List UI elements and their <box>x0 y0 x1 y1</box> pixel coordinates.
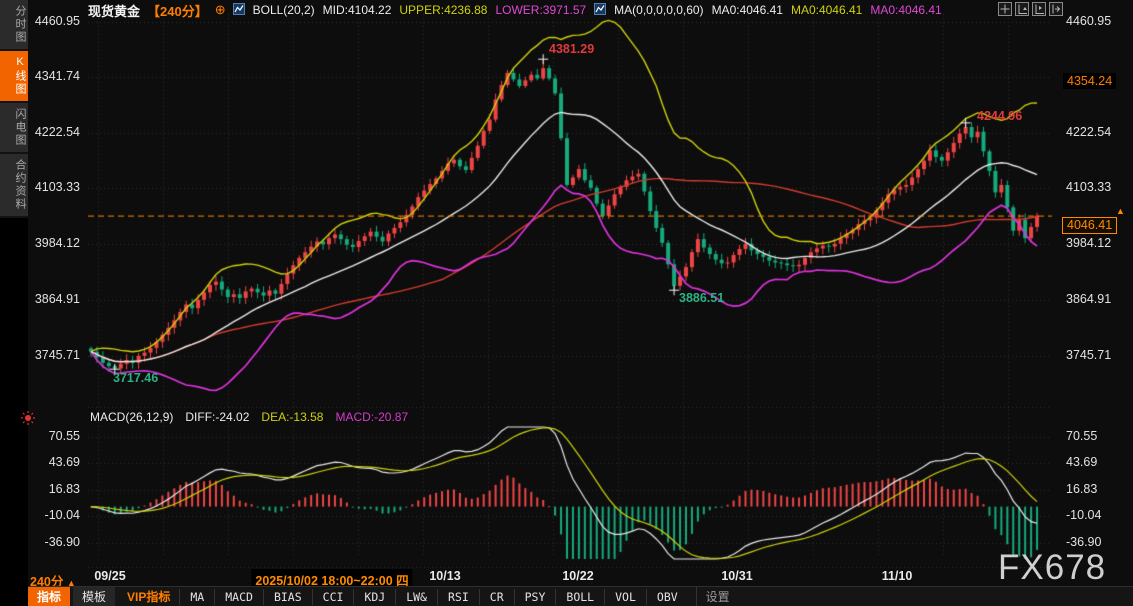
sidebar-tabs: 分时图 K线图 闪电图 合约资料 <box>0 0 28 218</box>
macd-axis-right-label: -10.04 <box>1066 508 1102 522</box>
tab-RSI[interactable]: RSI <box>436 588 479 605</box>
line-chart-icon[interactable] <box>232 2 245 18</box>
current-price-arrow-icon: ▲ <box>1116 206 1125 216</box>
price-axis-right-label: 3745.71 <box>1066 348 1112 362</box>
macd-value: DIFF:-24.02 <box>185 410 250 424</box>
price-axis-left-label: 3864.91 <box>34 292 80 306</box>
date-label: 10/31 <box>721 569 753 583</box>
tab-指标[interactable]: 指标 <box>28 587 71 606</box>
circle-plus-icon[interactable]: ⊕ <box>214 2 226 17</box>
price-axis-right-label: 4222.54 <box>1066 125 1112 139</box>
interval-label: 【240分】 <box>147 3 208 19</box>
line-chart-icon[interactable] <box>594 2 607 18</box>
period-text: 240分 <box>30 575 64 589</box>
indicator-value: MA0:4046.41 <box>870 3 942 17</box>
price-annotation: 3717.46 <box>113 371 159 385</box>
date-label: 11/10 <box>881 569 913 583</box>
sidebar-tab-闪电图[interactable]: 闪电图 <box>0 103 28 154</box>
pan-right-icon[interactable] <box>1049 2 1063 16</box>
sidebar-tab-K线图[interactable]: K线图 <box>0 51 28 103</box>
tab-OBV[interactable]: OBV <box>645 588 688 605</box>
indicator-value: BOLL(20,2) <box>252 3 315 17</box>
price-annotation: 4381.29 <box>549 42 595 56</box>
current-price-badge: 4046.41 <box>1062 217 1118 234</box>
tab-PSY[interactable]: PSY <box>513 588 556 605</box>
sidebar-tab-合约资料[interactable]: 合约资料 <box>0 154 28 218</box>
indicator-value: MA0:4046.41 <box>711 3 783 17</box>
macd-value: MACD(26,12,9) <box>90 410 174 424</box>
tab-设置[interactable]: 设置 <box>695 587 739 606</box>
sidebar: 分时图 K线图 闪电图 合约资料 <box>0 0 35 606</box>
tab-BOLL[interactable]: BOLL <box>555 588 604 605</box>
indicator-value: MID:4104.22 <box>322 3 392 17</box>
tab-CCI[interactable]: CCI <box>311 588 354 605</box>
tab-KDJ[interactable]: KDJ <box>353 588 395 605</box>
symbol-title: 现货黄金 <box>88 3 141 19</box>
indicator-value: LOWER:3971.57 <box>495 3 587 17</box>
tab-BIAS[interactable]: BIAS <box>262 588 312 605</box>
macd-axis-right-label: 43.69 <box>1066 455 1098 469</box>
tab-LW&[interactable]: LW& <box>395 588 437 605</box>
date-label: 10/22 <box>562 569 594 583</box>
indicator-value: MA(0,0,0,0,0,60) <box>614 3 704 17</box>
macd-axis-left-label: 43.69 <box>48 455 80 469</box>
date-label: 09/25 <box>94 569 126 583</box>
macd-axis-left-label: 70.55 <box>48 429 80 443</box>
macd-axis-right-label: -36.90 <box>1066 535 1102 549</box>
chart-toolbar <box>998 2 1063 16</box>
tab-CR[interactable]: CR <box>478 588 514 605</box>
price-axis-left-label: 4460.95 <box>34 14 80 28</box>
macd-axis-right-label: 16.83 <box>1066 482 1098 496</box>
indicator-value: MA0:4046.41 <box>790 3 863 17</box>
live-record-icon <box>20 410 36 426</box>
price-axis-right-label: 4103.33 <box>1066 180 1112 194</box>
scale-horizontal-icon[interactable] <box>1032 2 1046 16</box>
watermark: FX678 <box>998 548 1107 587</box>
macd-axis-left-label: -36.90 <box>44 535 80 549</box>
indicator-value: UPPER:4236.88 <box>399 3 488 17</box>
crosshair-icon[interactable] <box>998 2 1012 16</box>
indicator-legend: 现货黄金 【240分】 ⊕ BOLL(20,2) MID:4104.22 UPPER… <box>88 2 942 19</box>
macd-axis-left-label: -10.04 <box>44 508 80 522</box>
scale-vertical-icon[interactable] <box>1015 2 1029 16</box>
price-annotation: 4244.96 <box>977 109 1023 123</box>
session-high-badge: 4354.24 <box>1063 73 1117 89</box>
price-axis-left-label: 4341.74 <box>34 69 80 83</box>
period-label[interactable]: 240分 ▲ <box>30 571 76 590</box>
selected-candle-time: 2025/10/02 18:00~22:00 四 <box>251 569 413 590</box>
tab-模板[interactable]: 模板 <box>73 587 116 606</box>
period-arrow-icon: ▲ <box>66 578 76 588</box>
macd-value: MACD:-20.87 <box>335 410 409 424</box>
price-axis-left-label: 4222.54 <box>34 125 80 139</box>
tab-MACD[interactable]: MACD <box>214 588 263 605</box>
price-axis-left-label: 4103.33 <box>34 180 80 194</box>
price-axis-left-label: 3984.12 <box>34 236 80 250</box>
tab-MA[interactable]: MA <box>179 588 214 605</box>
macd-axis-right-label: 70.55 <box>1066 429 1098 443</box>
price-annotation: 3886.51 <box>679 291 725 305</box>
price-axis-right-label: 4460.95 <box>1066 14 1112 28</box>
tab-VOL[interactable]: VOL <box>604 588 646 605</box>
date-label: 10/13 <box>429 569 461 583</box>
price-axis-right-label: 3984.12 <box>1066 236 1112 250</box>
macd-legend: MACD(26,12,9) DIFF:-24.02 DEA:-13.58 MACD:-… <box>90 410 408 424</box>
macd-axis-left-label: 16.83 <box>48 482 80 496</box>
price-axis-left-label: 3745.71 <box>34 348 80 362</box>
tab-VIP指标[interactable]: VIP指标 <box>127 590 171 604</box>
sidebar-tab-分时图[interactable]: 分时图 <box>0 0 28 51</box>
indicator-tabbar: 指标 模板 VIP指标 MA MACD BIAS CCI KDJ LW& RSI CR PSY BOLL… <box>28 586 1133 606</box>
price-axis-right-label: 3864.91 <box>1066 292 1112 306</box>
macd-value: DEA:-13.58 <box>261 410 324 424</box>
indicator-values: BOLL(20,2) MID:4104.22 UPPER:4236.88 LOWER:… <box>232 2 942 18</box>
